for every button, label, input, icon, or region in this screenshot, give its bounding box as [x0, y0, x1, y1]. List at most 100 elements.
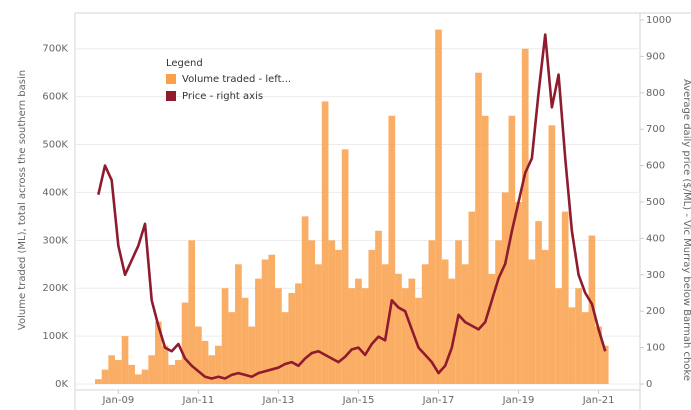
y-tick-label: 400K — [42, 187, 68, 198]
volume-bar — [575, 288, 582, 384]
volume-bar — [161, 345, 169, 384]
volume-bar — [121, 336, 129, 384]
volume-bar — [435, 29, 442, 384]
volume-bar — [515, 202, 522, 384]
volume-bar — [268, 254, 276, 384]
volume-bar — [455, 240, 462, 384]
volume-bar — [335, 249, 342, 384]
volume-bar — [308, 240, 316, 384]
volume-bar — [321, 101, 329, 384]
y-tick-label: 100K — [42, 331, 68, 342]
volume-bar — [595, 326, 602, 384]
volume-bar — [208, 355, 216, 384]
y-tick-label: 0K — [55, 379, 68, 390]
y2-tick-label: 400 — [646, 233, 665, 244]
volume-bar — [95, 379, 102, 384]
volume-bar — [601, 345, 609, 384]
y2-tick-label: 200 — [646, 306, 665, 317]
volume-bar — [401, 288, 409, 384]
volume-bar — [395, 273, 402, 384]
y2-tick-label: 0 — [646, 379, 652, 390]
volume-bar — [215, 345, 222, 384]
volume-bar — [115, 360, 122, 384]
volume-bar — [448, 278, 456, 384]
volume-bar — [168, 364, 176, 384]
volume-bar — [361, 288, 369, 384]
volume-bar — [461, 264, 469, 384]
volume-bar — [141, 369, 149, 384]
volume-bar — [481, 115, 489, 384]
volume-bar — [241, 297, 249, 384]
y-tick-label: 700K — [42, 44, 68, 55]
volume-bar — [181, 302, 189, 384]
x-tick-label: Jan-13 — [262, 395, 295, 406]
volume-bar — [201, 340, 209, 384]
x-tick-label: Jan-15 — [342, 395, 375, 406]
volume-bar — [341, 149, 349, 384]
volume-bar — [295, 283, 302, 384]
volume-bar — [381, 264, 389, 384]
y2-tick-label: 700 — [646, 124, 665, 135]
x-tick-label: Jan-17 — [422, 395, 455, 406]
volume-bar — [495, 240, 502, 384]
volume-bar — [581, 312, 589, 384]
volume-bar — [388, 115, 396, 384]
volume-bar — [561, 211, 569, 384]
volume-bar — [501, 192, 509, 384]
volume-bar — [468, 211, 476, 384]
volume-bar — [555, 288, 562, 384]
x-tick-label: Jan-21 — [582, 395, 615, 406]
legend: Legend Volume traded - left... Price - ri… — [166, 58, 291, 102]
legend-swatch — [166, 91, 176, 101]
volume-bar — [148, 355, 156, 384]
volume-bar — [348, 288, 356, 384]
plot-area — [75, 29, 640, 385]
y-tick-label: 200K — [42, 283, 68, 294]
volume-bar — [101, 369, 109, 384]
y2-tick-label: 100 — [646, 343, 665, 354]
volume-bar — [328, 240, 336, 384]
volume-bar — [355, 278, 362, 384]
volume-bar — [288, 293, 296, 384]
volume-bar — [421, 264, 429, 384]
volume-bar — [228, 312, 236, 384]
y-tick-label: 300K — [42, 235, 68, 246]
volume-bar — [281, 312, 289, 384]
volume-bar — [128, 364, 136, 384]
volume-bar — [528, 259, 536, 384]
y2-tick-label: 300 — [646, 270, 665, 281]
volume-bar — [155, 321, 162, 384]
volume-bar — [568, 307, 576, 384]
y2-tick-label: 500 — [646, 197, 665, 208]
volume-bar — [521, 48, 529, 384]
legend-swatch — [166, 74, 176, 84]
y2-tick-label: 900 — [646, 51, 665, 62]
volume-bar — [475, 72, 482, 385]
volume-bar — [135, 374, 142, 384]
volume-bar — [508, 115, 516, 384]
volume-bar — [301, 216, 309, 384]
legend-items: Volume traded - left... Price - right axi… — [166, 74, 291, 102]
volume-bar — [235, 264, 242, 384]
y-axis-title: Volume traded (ML), total across the sou… — [17, 70, 28, 330]
volume-bar — [255, 278, 262, 384]
x-tick-label: Jan-11 — [182, 395, 215, 406]
y-tick-label: 600K — [42, 92, 68, 103]
price-line — [97, 33, 607, 380]
y2-tick-label: 800 — [646, 88, 665, 99]
volume-bar — [261, 259, 269, 384]
volume-bar — [315, 264, 322, 384]
x-tick-label: Jan-19 — [502, 395, 535, 406]
volume-bar — [368, 249, 376, 384]
y2-tick-label: 1000 — [646, 15, 671, 26]
legend-label: Price - right axis — [182, 91, 263, 102]
volume-bar — [221, 288, 229, 384]
volume-bar — [588, 235, 596, 384]
x-tick-label: Jan-09 — [101, 395, 134, 406]
volume-bar — [175, 360, 182, 384]
volume-bar — [248, 326, 256, 384]
volume-bar — [195, 326, 202, 384]
volume-bar — [441, 259, 449, 384]
volume-bar — [428, 240, 436, 384]
